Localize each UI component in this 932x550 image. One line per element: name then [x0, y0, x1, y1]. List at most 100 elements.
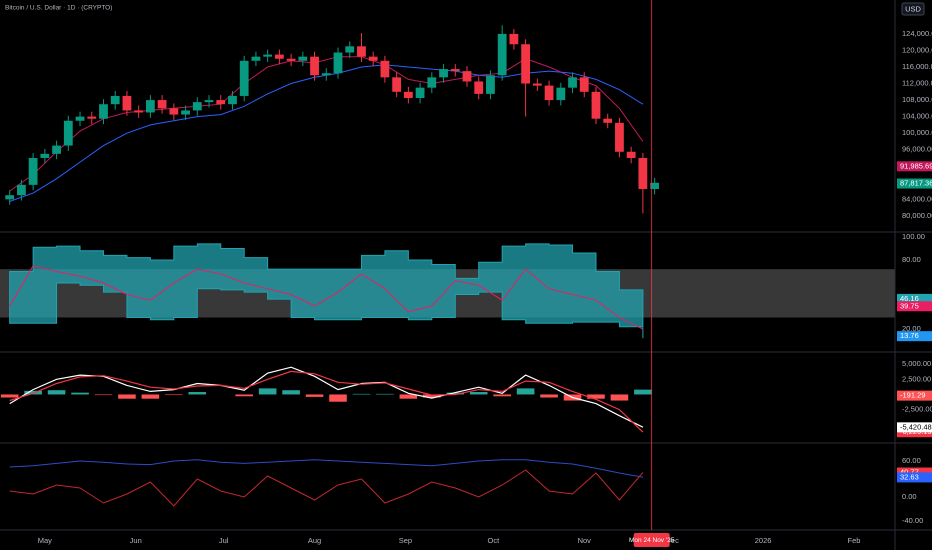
candle-body: [650, 182, 660, 189]
candle-body: [450, 69, 460, 72]
candle-body: [380, 60, 390, 78]
candle-body: [474, 81, 484, 94]
price-label: 39.75: [900, 301, 919, 310]
histogram-bar: [352, 393, 371, 395]
price-label: -191.29: [900, 391, 925, 400]
candle-body: [40, 153, 50, 158]
candle-body: [228, 95, 237, 105]
candle-body: [239, 60, 249, 96]
x-tick-label: Aug: [308, 536, 321, 545]
price-label: 13.76: [900, 331, 919, 340]
histogram-bar: [282, 390, 300, 395]
y-tick-label: 104,000.00: [902, 112, 932, 121]
histogram-bar: [634, 389, 652, 395]
price-label: -5,420.48: [900, 422, 932, 431]
candle-body: [310, 56, 319, 76]
y-tick-label: 20.00: [902, 324, 921, 333]
candle-body: [427, 77, 437, 88]
y-tick-label: 5,000.00: [902, 359, 931, 368]
histogram-bar: [47, 390, 66, 395]
candle-body: [497, 33, 507, 76]
histogram-bar: [469, 392, 488, 395]
currency-box[interactable]: [901, 2, 925, 16]
x-tick-label: 2026: [755, 536, 772, 545]
y-tick-label: 120,000.00: [902, 45, 932, 54]
x-tick-label: Oct: [488, 536, 501, 545]
x-tick-label: Feb: [847, 536, 860, 545]
x-tick-label: Jun: [130, 536, 142, 545]
histogram-bar: [235, 394, 253, 397]
candle-body: [145, 100, 155, 113]
candle-body: [568, 77, 577, 88]
candle-body: [521, 44, 531, 84]
candle-body: [75, 116, 85, 121]
candle-body: [462, 71, 472, 82]
histogram-bar: [376, 393, 394, 395]
candle-body: [403, 91, 413, 99]
histogram-bar: [540, 394, 558, 398]
y-tick-label: 100,000.00: [902, 128, 932, 137]
x-tick-label: Dec: [666, 536, 680, 545]
indicator-line: [9, 459, 643, 478]
histogram-bar: [71, 392, 89, 395]
histogram-bar: [446, 392, 465, 395]
price-label-box: [897, 390, 932, 401]
price-label: 87,817.36: [900, 179, 932, 188]
candle-body: [357, 46, 366, 57]
price-label: 32.63: [900, 472, 919, 481]
candle-body: [251, 56, 261, 61]
candle-body: [556, 87, 566, 101]
candle-body: [274, 54, 284, 59]
price-label-box: [897, 178, 932, 189]
y-tick-label: 100.00: [902, 232, 925, 241]
candle-body: [204, 100, 214, 103]
candle-body: [392, 77, 402, 92]
candle-body: [87, 116, 97, 119]
oscillator-line: [9, 265, 644, 330]
candle-body: [615, 122, 624, 152]
crosshair-label: Mon 24 Nov '25: [629, 537, 675, 544]
candle-body: [509, 33, 519, 45]
macd-line: [9, 366, 644, 428]
candle-body: [439, 69, 448, 78]
candle-body: [415, 87, 425, 99]
chart-title: Bitcoin / U.S. Dollar · 1D · (CRYPTO): [5, 5, 112, 12]
candle-body: [216, 100, 226, 105]
y-tick-label: 124,000.00: [902, 29, 932, 38]
price-label-box: [897, 422, 932, 433]
price-label-box: [897, 331, 932, 342]
candle-body: [181, 110, 190, 115]
histogram-bar: [165, 394, 183, 396]
candle-body: [192, 102, 202, 111]
candle-body: [486, 75, 495, 94]
histogram-bar: [493, 394, 511, 397]
currency[interactable]: USD: [905, 4, 921, 13]
price-label: 91,985.69: [900, 161, 932, 170]
x-tick-label: Jul: [219, 536, 229, 545]
candle-body: [157, 100, 167, 109]
candle-body: [286, 58, 296, 61]
histogram-bar: [305, 394, 324, 397]
y-tick-label: 0.00: [902, 492, 917, 501]
price-label-box: [897, 161, 932, 172]
price-label: 40.77: [900, 468, 919, 477]
histogram-bar: [141, 394, 160, 399]
y-tick-label: 108,000.00: [902, 95, 932, 104]
candle-body: [638, 157, 648, 189]
candle-body: [263, 54, 273, 57]
indicator-line: [9, 469, 644, 507]
moving-average: [9, 56, 644, 192]
histogram-bar: [587, 394, 605, 399]
price-label: 46.16: [900, 294, 919, 303]
candle-body: [122, 95, 132, 111]
histogram-bar: [516, 388, 535, 395]
y-tick-label: 84,000.00: [902, 194, 932, 203]
histogram-bar: [610, 394, 629, 401]
candle-body: [52, 145, 61, 154]
y-tick-label: 2,500.00: [902, 374, 931, 383]
candle-body: [17, 184, 26, 196]
y-tick-label: 96,000.00: [902, 145, 932, 154]
x-tick-label: Sep: [399, 536, 412, 545]
candle-body: [298, 56, 308, 61]
